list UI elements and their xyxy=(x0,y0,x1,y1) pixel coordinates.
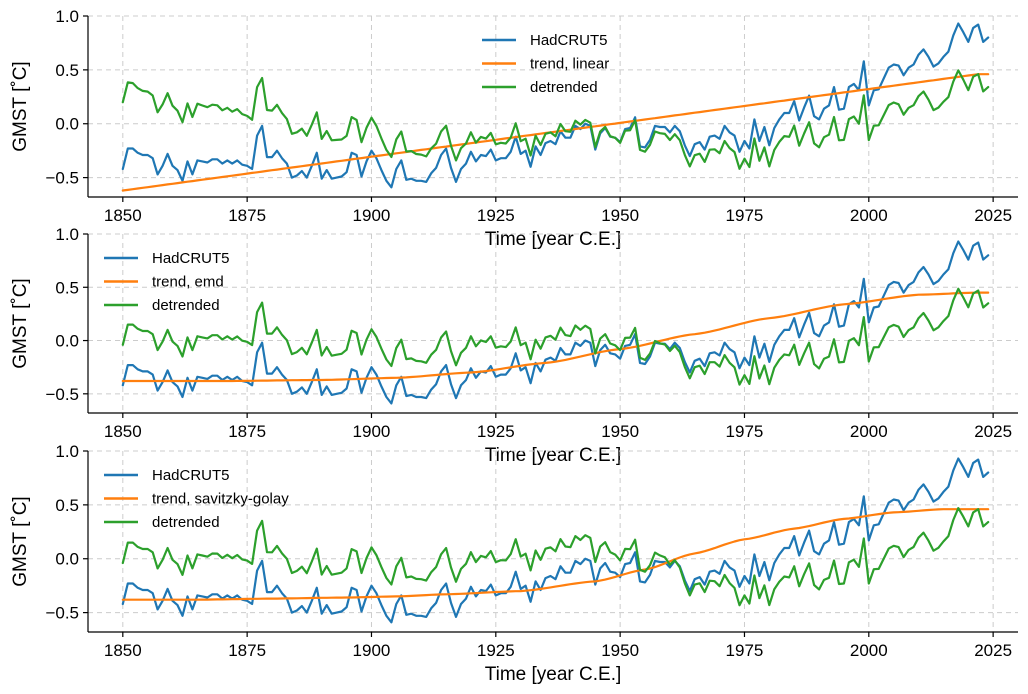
y-tick-label: −0.5 xyxy=(45,385,79,404)
x-axis-title: Time [year C.E.] xyxy=(485,664,622,685)
x-tick-label: 1850 xyxy=(104,641,142,660)
series-line-trend xyxy=(121,291,990,383)
y-tick-label: 1.0 xyxy=(55,7,79,26)
legend-trend-label: trend, savitzky-golay xyxy=(152,491,289,508)
y-tick-label: 1.0 xyxy=(55,442,79,461)
x-tick-label: 2025 xyxy=(974,641,1012,660)
y-axis-title: GMST [˚C] xyxy=(10,61,31,151)
legend-trend-label: trend, linear xyxy=(530,56,609,73)
legend-hadcrut5-label: HadCRUT5 xyxy=(152,250,230,267)
x-tick-label: 1925 xyxy=(477,206,515,225)
x-tick-label: 1900 xyxy=(353,422,391,441)
series-line-hadcrut5 xyxy=(121,22,990,189)
y-tick-label: 0.0 xyxy=(55,115,79,134)
series-line-detrended xyxy=(121,287,990,386)
x-tick-label: 2025 xyxy=(974,422,1012,441)
y-axis-title: GMST [˚C] xyxy=(10,496,31,586)
y-tick-label: −0.5 xyxy=(45,604,79,623)
legend-detrended-label: detrended xyxy=(152,297,220,314)
legend-trend-label: trend, emd xyxy=(152,274,224,291)
series-line-trend xyxy=(121,73,990,192)
x-tick-label: 1925 xyxy=(477,422,515,441)
y-tick-label: −0.5 xyxy=(45,169,79,188)
series-line-hadcrut5 xyxy=(121,457,990,624)
chart-panel-2: 1850 1875 1900 1925 1950 1975 2000 2025 −0.5 0.0 0… xyxy=(10,225,1018,466)
x-tick-label: 1925 xyxy=(477,641,515,660)
x-tick-label: 1875 xyxy=(228,641,266,660)
x-axis-title: Time [year C.E.] xyxy=(485,229,622,250)
series-line-detrended xyxy=(121,69,990,170)
x-tick-label: 1950 xyxy=(601,422,639,441)
legend-detrended-label: detrended xyxy=(530,79,598,96)
y-tick-label: 1.0 xyxy=(55,225,79,244)
x-tick-label: 1850 xyxy=(104,206,142,225)
series-line-detrended xyxy=(121,507,990,607)
y-tick-label: 0.5 xyxy=(55,496,79,515)
legend-hadcrut5-label: HadCRUT5 xyxy=(152,467,230,484)
x-tick-label: 1900 xyxy=(353,641,391,660)
x-tick-label: 1950 xyxy=(601,641,639,660)
x-tick-label: 1875 xyxy=(228,206,266,225)
x-tick-label: 2000 xyxy=(850,206,888,225)
series-line-trend xyxy=(121,508,990,601)
x-tick-label: 2025 xyxy=(974,206,1012,225)
x-tick-label: 2000 xyxy=(850,422,888,441)
y-tick-label: 0.0 xyxy=(55,550,79,569)
series-line-hadcrut5 xyxy=(121,240,990,405)
x-tick-label: 2000 xyxy=(850,641,888,660)
x-tick-label: 1850 xyxy=(104,422,142,441)
legend-hadcrut5-label: HadCRUT5 xyxy=(530,32,608,49)
x-tick-label: 1875 xyxy=(228,422,266,441)
x-tick-label: 1975 xyxy=(726,206,764,225)
x-tick-label: 1975 xyxy=(726,422,764,441)
y-tick-label: 0.5 xyxy=(55,61,79,80)
chart-panel-3: 1850 1875 1900 1925 1950 1975 2000 2025 −0.5 0.0 0… xyxy=(10,442,1018,685)
x-tick-label: 1900 xyxy=(353,206,391,225)
x-tick-label: 1950 xyxy=(601,206,639,225)
x-axis-title: Time [year C.E.] xyxy=(485,445,622,466)
y-tick-label: 0.5 xyxy=(55,278,79,297)
chart-panel-1: 1850 1875 1900 1925 1950 1975 2000 2025 −0.5 0.0 0… xyxy=(10,7,1018,250)
x-tick-label: 1975 xyxy=(726,641,764,660)
y-axis-title: GMST [˚C] xyxy=(10,278,31,368)
y-tick-label: 0.0 xyxy=(55,332,79,351)
legend-detrended-label: detrended xyxy=(152,514,220,531)
